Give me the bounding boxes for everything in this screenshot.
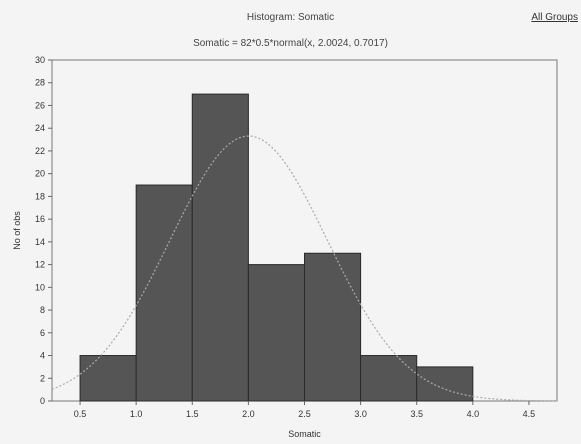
histogram-bar-4 xyxy=(304,252,362,402)
x-tick-label: 4.5 xyxy=(523,409,536,419)
y-tick-label: 24 xyxy=(35,123,45,133)
x-axis-label: Somatic xyxy=(288,429,321,439)
histogram-bar-2 xyxy=(191,93,249,402)
y-tick-label: 10 xyxy=(35,282,45,292)
y-tick-label: 12 xyxy=(35,260,45,270)
y-tick-label: 8 xyxy=(40,305,45,315)
x-tick-label: 2.5 xyxy=(298,409,311,419)
y-tick-label: 14 xyxy=(35,237,45,247)
y-tick-label: 30 xyxy=(35,55,45,65)
x-tick-label: 0.5 xyxy=(74,409,87,419)
histogram-bar-3 xyxy=(247,264,305,402)
x-tick-label: 1.0 xyxy=(130,409,143,419)
y-tick-label: 2 xyxy=(40,373,45,383)
y-tick-label: 16 xyxy=(35,214,45,224)
histogram-bar-5 xyxy=(360,355,418,402)
chart-title: Histogram: Somatic xyxy=(246,12,335,23)
group-label: All Groups xyxy=(531,12,578,23)
histogram-bar-1 xyxy=(135,184,193,402)
chart-subtitle: Somatic = 82*0.5*normal(x, 2.0024, 0.701… xyxy=(193,38,388,49)
histogram-bar-0 xyxy=(79,355,137,402)
y-tick-label: 0 xyxy=(40,396,45,406)
y-axis-label: No of obs xyxy=(12,211,22,250)
x-tick-label: 2.0 xyxy=(242,409,255,419)
y-tick-label: 26 xyxy=(35,100,45,110)
histogram-bar-6 xyxy=(416,366,474,402)
y-tick-label: 28 xyxy=(35,78,45,88)
x-tick-label: 3.5 xyxy=(410,409,423,419)
x-tick-label: 3.0 xyxy=(354,409,367,419)
x-tick-label: 1.5 xyxy=(186,409,199,419)
y-tick-label: 20 xyxy=(35,169,45,179)
y-tick-label: 4 xyxy=(40,351,45,361)
y-tick-label: 6 xyxy=(40,328,45,338)
normal-fit-line xyxy=(51,135,557,402)
y-tick-label: 18 xyxy=(35,191,45,201)
x-tick-label: 4.0 xyxy=(467,409,480,419)
y-tick-label: 22 xyxy=(35,146,45,156)
